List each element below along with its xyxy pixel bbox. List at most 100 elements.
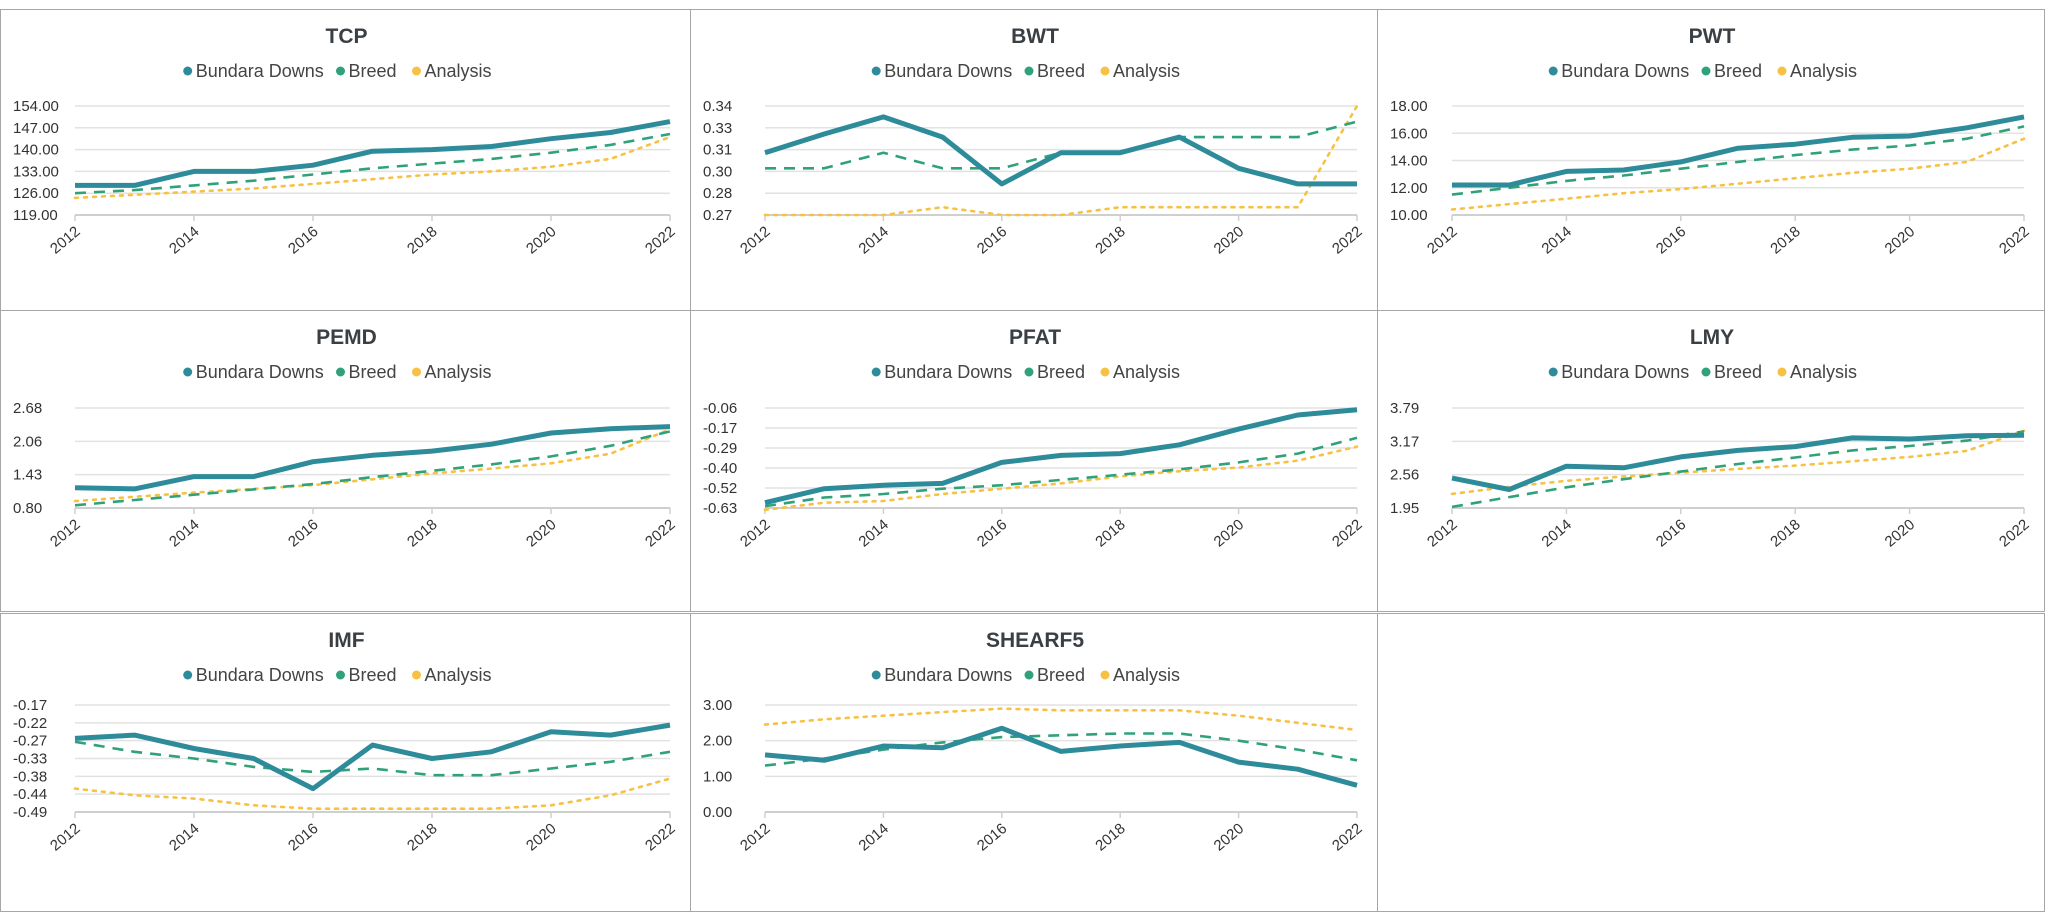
- legend-item-analysis: Analysis: [412, 61, 492, 81]
- y-tick-label: 3.79: [1390, 400, 1419, 417]
- y-tick-label: 0.34: [703, 98, 732, 115]
- legend-item-breed: Breed: [336, 362, 397, 382]
- legend-item-analysis: Analysis: [412, 362, 492, 382]
- series-line-bundara-downs: [1451, 432, 2025, 492]
- legend-label: Bundara Downs: [196, 362, 324, 382]
- x-tick-label: 2016: [974, 820, 1010, 854]
- x-tick-label: 2020: [523, 820, 559, 854]
- y-tick-label: -0.52: [703, 480, 737, 497]
- x-tick-label: 2014: [1538, 223, 1574, 257]
- x-tick-label: 2022: [642, 223, 678, 257]
- x-tick-label: 2018: [1092, 223, 1128, 257]
- chart-panel-pemd: PEMD Bundara Downs Breed Analysis 2.68 2.06 1.…: [0, 310, 691, 612]
- legend-label: Analysis: [1113, 362, 1180, 382]
- legend-marker-bundara-downs: [183, 66, 193, 76]
- y-tick-label: 0.80: [13, 500, 42, 517]
- legend-item-bundara-downs: Bundara Downs: [183, 665, 324, 685]
- chart-title: BWT: [1011, 25, 1059, 48]
- legend-label: Analysis: [1113, 665, 1180, 685]
- x-tick-label: 2014: [855, 516, 891, 550]
- x-tick-label: 2016: [285, 820, 321, 854]
- legend-item-breed: Breed: [1024, 61, 1085, 81]
- legend-marker-breed: [336, 66, 345, 76]
- legend-item-bundara-downs: Bundara Downs: [183, 61, 324, 81]
- series-line-bundara-downs: [74, 722, 671, 792]
- legend-label: Analysis: [425, 61, 492, 81]
- legend-label: Breed: [349, 61, 397, 81]
- y-tick-label: 0.30: [703, 163, 732, 180]
- x-tick-label: 2022: [1996, 223, 2032, 257]
- legend-item-bundara-downs: Bundara Downs: [183, 362, 324, 382]
- legend-item-analysis: Analysis: [1100, 362, 1180, 382]
- chart-shearf5: SHEARF5 Bundara Downs Breed Analysis 3.00 2.0…: [703, 629, 1366, 855]
- legend-label: Breed: [1714, 61, 1762, 81]
- chart-title: IMF: [328, 629, 364, 652]
- x-tick-label: 2018: [404, 223, 440, 257]
- x-tick-label: 2012: [737, 820, 773, 854]
- y-tick-label: 147.00: [13, 120, 59, 137]
- x-tick-label: 2020: [1882, 223, 1918, 257]
- y-tick-label: 2.68: [13, 400, 42, 417]
- chart-bwt: BWT Bundara Downs Breed Analysis 0.34 0.33 0.3…: [703, 25, 1366, 258]
- y-tick-label: 154.00: [13, 98, 59, 115]
- x-tick-label: 2014: [166, 820, 202, 854]
- legend-item-bundara-downs: Bundara Downs: [1548, 362, 1689, 382]
- empty-panel: [1377, 613, 2045, 912]
- legend-marker-analysis: [1777, 367, 1787, 377]
- chart-panel-shearf5: SHEARF5 Bundara Downs Breed Analysis 3.00 2.0…: [690, 613, 1378, 912]
- y-tick-label: 0.27: [703, 207, 732, 224]
- y-tick-label: 119.00: [13, 207, 58, 224]
- x-axis: 2012 2014 2016 2018 2020 2022: [47, 508, 679, 551]
- y-tick-label: 2.06: [13, 433, 42, 450]
- legend-label: Bundara Downs: [884, 665, 1012, 685]
- x-tick-label: 2016: [974, 223, 1010, 257]
- legend-marker-bundara-downs: [871, 66, 881, 76]
- y-tick-label: -0.27: [13, 733, 47, 750]
- legend-item-breed: Breed: [336, 665, 397, 685]
- x-tick-label: 2020: [523, 516, 559, 550]
- chart-panel-imf: IMF Bundara Downs Breed Analysis -0.17 -0.22-…: [0, 613, 691, 912]
- legend-item-bundara-downs: Bundara Downs: [871, 362, 1012, 382]
- x-axis: 2012 2014 2016 2018 2020 2022: [737, 508, 1366, 551]
- series-line-analysis: [73, 135, 672, 200]
- y-tick-label: 18.00: [1390, 98, 1428, 115]
- legend: Bundara Downs Breed Analysis: [183, 665, 492, 685]
- series-line-bundara-downs: [764, 407, 1358, 506]
- x-tick-label: 2016: [285, 223, 321, 257]
- y-tick-label: 1.43: [13, 467, 42, 484]
- y-tick-label: 0.33: [703, 120, 732, 137]
- x-tick-label: 2014: [166, 223, 202, 257]
- y-tick-label: 3.17: [1390, 433, 1419, 450]
- chart-panel-pfat: PFAT Bundara Downs Breed Analysis -0.06 -0.17…: [690, 310, 1378, 612]
- x-tick-label: 2012: [737, 516, 773, 550]
- series-line-bundara-downs: [74, 424, 671, 492]
- x-tick-label: 2012: [47, 516, 83, 550]
- x-tick-label: 2014: [855, 820, 891, 854]
- x-tick-label: 2018: [1092, 516, 1128, 550]
- x-tick-label: 2012: [47, 820, 83, 854]
- x-axis: 2012 2014 2016 2018 2020 2022: [1424, 508, 2033, 551]
- legend-marker-bundara-downs: [183, 670, 193, 680]
- series-line-breed: [764, 436, 1358, 508]
- legend-marker-analysis: [1100, 66, 1110, 76]
- x-axis: 2012 2014 2016 2018 2020 2022: [737, 812, 1366, 855]
- legend-marker-breed: [1024, 670, 1034, 680]
- x-tick-label: 2022: [1996, 516, 2032, 550]
- legend-marker-breed: [1024, 66, 1034, 76]
- legend-marker-analysis: [412, 670, 421, 680]
- legend: Bundara Downs Breed Analysis: [1548, 61, 1857, 81]
- x-tick-label: 2018: [1092, 820, 1128, 854]
- y-tick-label: -0.29: [703, 440, 737, 457]
- series-line-breed: [74, 430, 671, 507]
- legend-item-bundara-downs: Bundara Downs: [871, 665, 1012, 685]
- series-line-analysis: [763, 445, 1359, 512]
- chart-pfat: PFAT Bundara Downs Breed Analysis -0.06 -0.17…: [703, 326, 1366, 551]
- series-line-breed: [74, 740, 671, 777]
- legend-item-analysis: Analysis: [412, 665, 492, 685]
- chart-panel-tcp: TCP Bundara Downs Breed Analysis 154.00 147.0…: [0, 9, 691, 311]
- legend-item-breed: Breed: [1701, 61, 1762, 81]
- x-tick-label: 2022: [642, 820, 678, 854]
- series-line-analysis: [1450, 429, 2026, 496]
- y-tick-label: -0.38: [13, 768, 47, 785]
